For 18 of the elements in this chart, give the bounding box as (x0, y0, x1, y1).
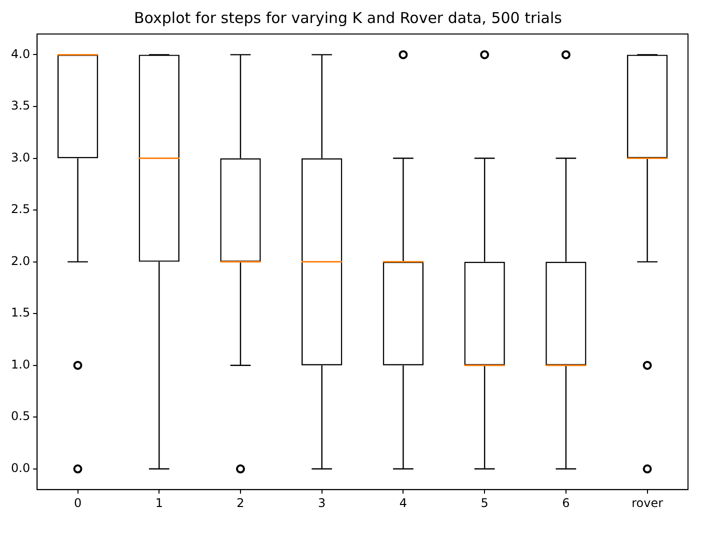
chart-title: Boxplot for steps for varying K and Rover data, 500 trials (134, 8, 562, 27)
x-tick-label: 5 (480, 496, 488, 510)
x-tick-label: 4 (399, 496, 408, 510)
y-tick-label: 3.0 (10, 150, 30, 164)
y-tick-label: 1.0 (10, 357, 30, 372)
y-tick-label: 2.0 (10, 254, 30, 268)
x-tick-label: rover (632, 496, 664, 510)
y-tick-label: 2.5 (10, 202, 30, 216)
x-tick-label: 1 (155, 496, 163, 510)
y-tick-label: 1.5 (10, 306, 30, 320)
x-tick-label: 2 (236, 496, 244, 510)
x-tick-label: 0 (74, 496, 82, 510)
y-tick-label: 4.0 (10, 46, 30, 61)
y-tick-label: 0.0 (10, 461, 30, 476)
x-tick-label: 3 (318, 496, 326, 510)
x-tick-label: 6 (562, 496, 570, 510)
y-tick-label: 0.5 (10, 409, 30, 424)
y-tick-label: 3.5 (10, 98, 30, 113)
